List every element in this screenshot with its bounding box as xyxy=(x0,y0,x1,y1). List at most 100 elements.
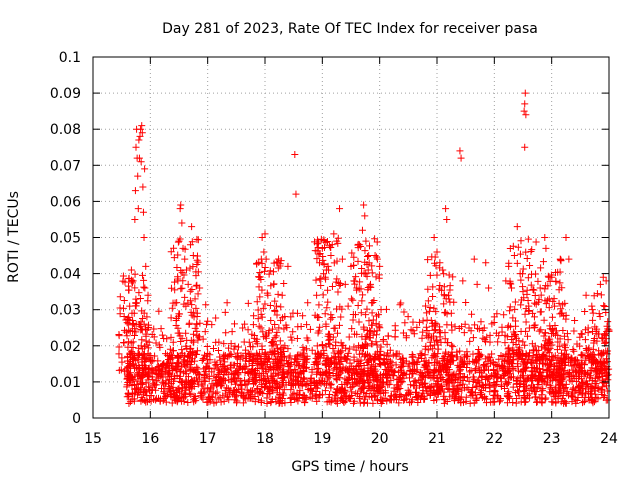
y-tick-label: 0.01 xyxy=(50,375,81,391)
data-point xyxy=(426,271,434,279)
data-point xyxy=(350,253,358,261)
data-point xyxy=(366,280,374,288)
data-point xyxy=(272,395,280,403)
data-point xyxy=(230,320,238,328)
data-point xyxy=(363,305,371,313)
data-point xyxy=(545,304,553,312)
data-point xyxy=(365,317,373,325)
data-point xyxy=(191,394,199,402)
data-point xyxy=(473,394,481,402)
data-point xyxy=(515,392,523,400)
data-point xyxy=(526,262,534,270)
data-point xyxy=(533,364,541,372)
data-point xyxy=(116,304,124,312)
data-point xyxy=(261,300,269,308)
x-tick-label: 19 xyxy=(313,431,331,447)
data-point xyxy=(142,398,150,406)
data-point xyxy=(373,312,381,320)
data-point xyxy=(598,362,606,370)
data-point xyxy=(212,338,220,346)
data-point xyxy=(383,340,391,348)
data-point xyxy=(181,293,189,301)
data-point xyxy=(280,348,288,356)
data-point xyxy=(148,365,156,373)
x-axis-label: GPS time / hours xyxy=(291,459,408,475)
data-point xyxy=(337,395,345,403)
data-point xyxy=(308,346,316,354)
data-point xyxy=(198,382,206,390)
data-point xyxy=(336,321,344,329)
data-point xyxy=(462,298,470,306)
data-point xyxy=(373,375,381,383)
data-point xyxy=(292,190,300,198)
data-point xyxy=(505,360,513,368)
data-point xyxy=(235,343,243,351)
data-point xyxy=(115,330,123,338)
data-point xyxy=(311,393,319,401)
data-point xyxy=(396,301,404,309)
data-point xyxy=(401,319,409,327)
data-point xyxy=(579,399,587,407)
data-point xyxy=(361,351,369,359)
data-point xyxy=(507,373,515,381)
data-point xyxy=(138,129,146,137)
data-point xyxy=(181,255,189,263)
data-point xyxy=(588,306,596,314)
data-point xyxy=(397,299,405,307)
data-point xyxy=(175,354,183,362)
data-point xyxy=(167,314,175,322)
data-point xyxy=(125,392,133,400)
data-point xyxy=(194,258,202,266)
data-point xyxy=(400,369,408,377)
data-point xyxy=(479,361,487,369)
data-point xyxy=(434,341,442,349)
data-point xyxy=(299,367,307,375)
data-point xyxy=(141,354,149,362)
data-point xyxy=(526,349,534,357)
data-point xyxy=(148,386,156,394)
data-point xyxy=(272,332,280,340)
data-point xyxy=(336,205,344,213)
data-point xyxy=(433,396,441,404)
data-point xyxy=(541,329,549,337)
data-point xyxy=(263,400,271,408)
data-point xyxy=(385,380,393,388)
data-point xyxy=(530,286,538,294)
data-point xyxy=(380,355,388,363)
data-point xyxy=(523,392,531,400)
data-point xyxy=(442,350,450,358)
data-point xyxy=(506,303,514,311)
data-point xyxy=(273,328,281,336)
data-point xyxy=(369,298,377,306)
data-point xyxy=(348,249,356,257)
data-point xyxy=(131,284,139,292)
data-point xyxy=(256,293,264,301)
data-point xyxy=(279,376,287,384)
data-point xyxy=(192,304,200,312)
data-point xyxy=(251,371,259,379)
data-point xyxy=(227,376,235,384)
y-tick-label: 0.02 xyxy=(50,339,81,355)
data-point xyxy=(132,299,140,307)
data-point xyxy=(529,347,537,355)
data-point xyxy=(138,122,146,130)
data-point xyxy=(132,143,140,151)
data-point xyxy=(595,351,603,359)
data-point xyxy=(499,371,507,379)
data-point xyxy=(182,266,190,274)
data-point xyxy=(317,377,325,385)
data-point xyxy=(508,333,516,341)
data-point xyxy=(384,332,392,340)
data-point xyxy=(126,302,134,310)
data-point xyxy=(585,387,593,395)
data-point xyxy=(517,237,525,245)
data-point xyxy=(393,375,401,383)
data-point xyxy=(571,356,579,364)
data-point xyxy=(315,301,323,309)
data-point xyxy=(251,398,259,406)
data-point xyxy=(455,370,463,378)
data-point xyxy=(296,387,304,395)
data-point xyxy=(515,355,523,363)
data-point xyxy=(542,282,550,290)
data-point xyxy=(223,299,231,307)
